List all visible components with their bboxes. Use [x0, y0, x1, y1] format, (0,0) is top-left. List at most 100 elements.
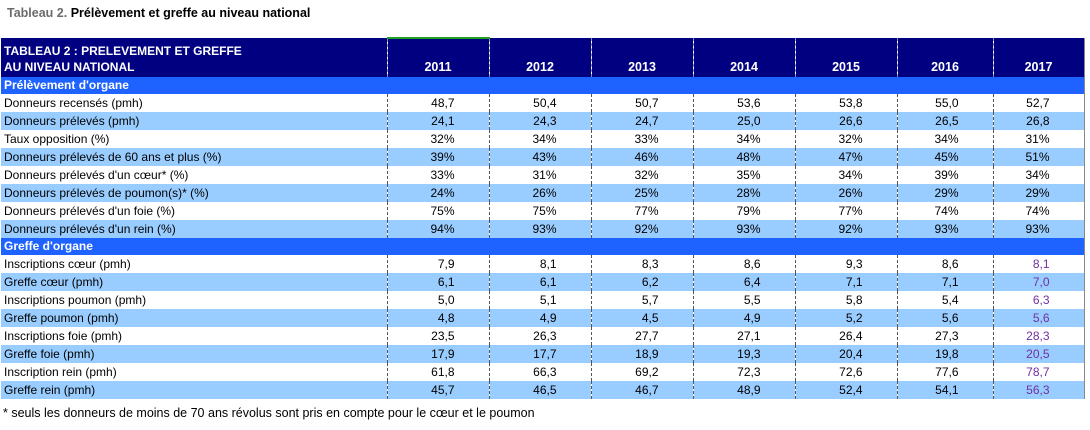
table-row: Inscriptions foie (pmh) 23,5 26,3 27,7 27,1 2…: [1, 327, 1084, 345]
value-cell: 6,1: [387, 273, 490, 291]
row-label: Donneurs recensés (pmh): [1, 94, 388, 112]
row-label: Greffe foie (pmh): [1, 345, 388, 363]
value-cell: 92%: [795, 220, 898, 238]
value-cell: 56,3: [993, 381, 1084, 399]
row-label: Greffe rein (pmh): [1, 381, 388, 399]
value-cell: 46,7: [591, 381, 694, 399]
value-cell: 32%: [387, 130, 490, 148]
value-cell: 77,6: [897, 363, 994, 381]
value-cell: 66,3: [489, 363, 592, 381]
value-cell: 32%: [795, 130, 898, 148]
row-label: Greffe cœur (pmh): [1, 273, 388, 291]
value-cell: 32%: [591, 166, 694, 184]
value-cell: 24,1: [387, 112, 490, 130]
table-row: Donneurs prélevés d'un rein (%) 94% 93% 92%…: [1, 220, 1084, 238]
value-cell: 93%: [993, 220, 1084, 238]
table-row: Greffe poumon (pmh) 4,8 4,9 4,5 4,9 5,2 5,6 5,6: [1, 309, 1084, 327]
year-header: 2013: [591, 38, 694, 77]
row-label: Inscriptions cœur (pmh): [1, 255, 388, 273]
value-cell: 26,6: [795, 112, 898, 130]
value-cell: 51%: [993, 148, 1084, 166]
value-cell: 4,9: [693, 309, 796, 327]
value-cell: 54,1: [897, 381, 994, 399]
value-cell: 19,3: [693, 345, 796, 363]
value-cell: 23,5: [387, 327, 490, 345]
footnote: * seuls les donneurs de moins de 70 ans …: [3, 406, 535, 420]
value-cell: 7,1: [795, 273, 898, 291]
value-cell: 8,6: [897, 255, 994, 273]
table-row: Donneurs prélevés d'un cœur* (%) 33% 31% 32…: [1, 166, 1084, 184]
value-cell: 50,7: [591, 94, 694, 112]
year-header: 2011: [387, 37, 490, 77]
header-row: TABLEAU 2 : PRELEVEMENT ET GREFFE AU NIV…: [1, 37, 1084, 77]
value-cell: 34%: [489, 130, 592, 148]
value-cell: 48,9: [693, 381, 796, 399]
value-cell: 69,2: [591, 363, 694, 381]
value-cell: 7,0: [993, 273, 1084, 291]
value-cell: 6,3: [993, 291, 1084, 309]
value-cell: 24,3: [489, 112, 592, 130]
value-cell: 45%: [897, 148, 994, 166]
value-cell: 27,7: [591, 327, 694, 345]
value-cell: 35%: [693, 166, 796, 184]
caption-prefix: Tableau 2.: [7, 6, 68, 20]
value-cell: 20,4: [795, 345, 898, 363]
value-cell: 8,6: [693, 255, 796, 273]
row-label: Donneurs prélevés de poumon(s)* (%): [1, 184, 388, 202]
value-cell: 78,7: [993, 363, 1084, 381]
value-cell: 6,1: [489, 273, 592, 291]
value-cell: 27,1: [693, 327, 796, 345]
value-cell: 34%: [693, 130, 796, 148]
value-cell: 31%: [993, 130, 1084, 148]
row-label: Greffe poumon (pmh): [1, 309, 388, 327]
value-cell: 17,7: [489, 345, 592, 363]
section-title: Prélèvement d'organe: [1, 77, 1084, 94]
section-row: Prélèvement d'organe: [1, 77, 1084, 94]
value-cell: 46%: [591, 148, 694, 166]
year-header: 2015: [795, 38, 898, 77]
value-cell: 5,6: [897, 309, 994, 327]
value-cell: 34%: [993, 166, 1084, 184]
value-cell: 43%: [489, 148, 592, 166]
row-label: Donneurs prélevés (pmh): [1, 112, 388, 130]
value-cell: 77%: [591, 202, 694, 220]
row-label: Inscriptions poumon (pmh): [1, 291, 388, 309]
value-cell: 4,8: [387, 309, 490, 327]
table-title-cell: TABLEAU 2 : PRELEVEMENT ET GREFFE AU NIV…: [1, 38, 388, 77]
value-cell: 46,5: [489, 381, 592, 399]
table-row: Greffe rein (pmh) 45,7 46,5 46,7 48,9 52,4 54,…: [1, 381, 1084, 399]
value-cell: 48,7: [387, 94, 490, 112]
row-label: Taux opposition (%): [1, 130, 388, 148]
value-cell: 29%: [993, 184, 1084, 202]
value-cell: 26%: [795, 184, 898, 202]
value-cell: 33%: [591, 130, 694, 148]
value-cell: 5,8: [795, 291, 898, 309]
value-cell: 48%: [693, 148, 796, 166]
value-cell: 52,4: [795, 381, 898, 399]
table-row: Inscriptions poumon (pmh) 5,0 5,1 5,7 5,5 5,8…: [1, 291, 1084, 309]
value-cell: 25,0: [693, 112, 796, 130]
year-header: 2012: [489, 38, 592, 77]
data-table: TABLEAU 2 : PRELEVEMENT ET GREFFE AU NIV…: [1, 37, 1085, 399]
value-cell: 55,0: [897, 94, 994, 112]
value-cell: 74%: [897, 202, 994, 220]
value-cell: 18,9: [591, 345, 694, 363]
table-title-line1: TABLEAU 2 : PRELEVEMENT ET GREFFE: [4, 44, 242, 58]
value-cell: 24,7: [591, 112, 694, 130]
value-cell: 26,4: [795, 327, 898, 345]
value-cell: 5,5: [693, 291, 796, 309]
value-cell: 17,9: [387, 345, 490, 363]
value-cell: 31%: [489, 166, 592, 184]
value-cell: 26,3: [489, 327, 592, 345]
value-cell: 75%: [489, 202, 592, 220]
value-cell: 74%: [993, 202, 1084, 220]
year-header: 2017: [993, 38, 1084, 77]
value-cell: 5,0: [387, 291, 490, 309]
value-cell: 61,8: [387, 363, 490, 381]
value-cell: 8,1: [993, 255, 1084, 273]
row-label: Inscriptions foie (pmh): [1, 327, 388, 345]
value-cell: 25%: [591, 184, 694, 202]
table-row: Donneurs prélevés (pmh) 24,1 24,3 24,7 25,0 2…: [1, 112, 1084, 130]
value-cell: 29%: [897, 184, 994, 202]
year-header: 2014: [693, 38, 796, 77]
